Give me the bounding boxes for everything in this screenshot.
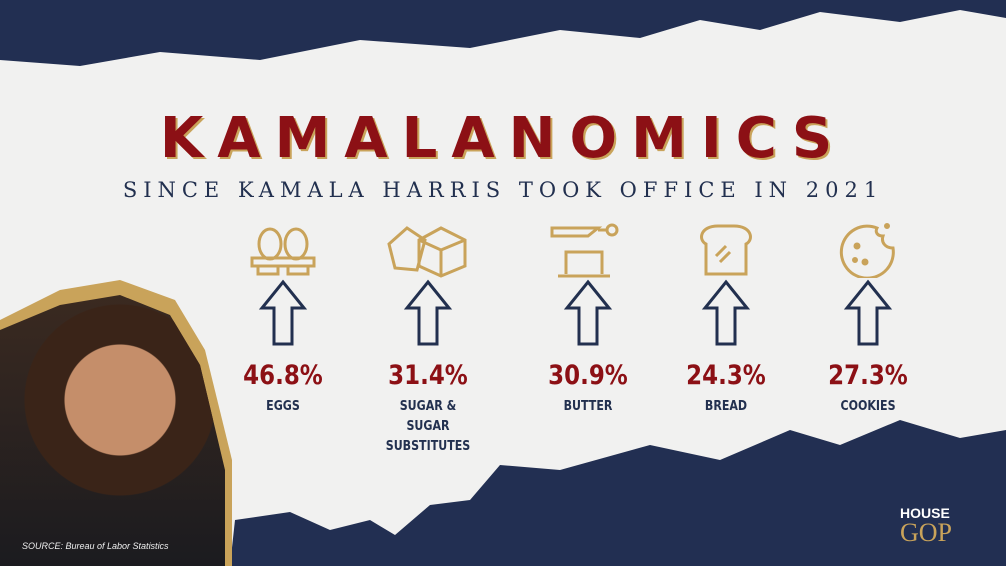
stat-label: BUTTER [563,399,613,414]
house-gop-logo: HOUSE GOP [900,505,980,547]
subtitle: SINCE KAMALA HARRIS TOOK OFFICE IN 2021 [122,178,884,202]
arrow-up-icon [258,279,308,346]
stat-label: COOKIES [840,399,896,414]
stat-eggs: 46.8% EGGS [208,222,358,417]
logo-gop: GOP [900,518,953,547]
stat-sugar: 31.4% SUGAR & SUGAR SUBSTITUTES [353,222,503,457]
stat-butter: 30.9% BUTTER [513,222,663,417]
stat-bread: 24.3% BREAD [651,222,801,417]
butter-icon [550,223,619,278]
stat-value: 24.3% [686,360,766,391]
sugar-cubes-icon [387,226,467,278]
arrow-up-icon [701,279,751,346]
stat-value: 31.4% [388,360,468,391]
stat-label: BREAD [704,399,748,414]
stat-cookies: 27.3% COOKIES [793,222,943,417]
source-note: SOURCE: Bureau of Labor Statistics [22,541,169,551]
stat-label: EGGS [266,399,300,414]
stat-value: 30.9% [548,360,628,391]
cookie-icon [839,223,895,278]
bread-icon [700,224,752,276]
label-line-2: SUGAR SUBSTITUTES [385,419,471,454]
arrow-up-icon [403,279,453,346]
stat-value: 46.8% [243,360,323,391]
logo-house: HOUSE [900,505,950,521]
eggs-icon [250,227,316,276]
arrow-up-icon [843,279,893,346]
label-line-1: SUGAR & [399,399,457,414]
stat-value: 27.3% [828,360,908,391]
page-title: KAMALANOMICS [159,106,847,171]
arrow-up-icon [563,279,613,346]
stat-label: SUGAR & SUGAR SUBSTITUTES [364,397,492,457]
